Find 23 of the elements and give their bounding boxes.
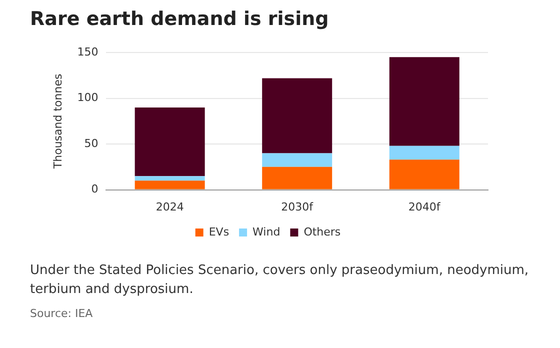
legend-label: Others [304, 225, 341, 238]
y-tick-label: 50 [84, 136, 98, 150]
x-tick-label: 2030f [281, 200, 314, 214]
x-tick-label: 2040f [408, 200, 442, 214]
bar [389, 57, 460, 146]
x-tick-label: 2024 [156, 200, 184, 214]
source-note: Source: IEA [30, 306, 94, 322]
legend-label: Wind [252, 225, 280, 238]
chart-title: Rare earth demand is rising [30, 8, 330, 30]
bar [262, 166, 332, 190]
bar [389, 146, 460, 160]
y-axis-title: Thousand tonnes [51, 74, 64, 170]
bar [134, 107, 205, 176]
bar [262, 78, 332, 154]
text: Under the Stated Policies Scenario, covers only praseodymium, neodymium, terbium and dysprosium. [30, 262, 530, 299]
bar [389, 160, 460, 190]
y-tick-label: 0 [91, 182, 98, 196]
legend-label: EVs [208, 225, 230, 238]
bar [262, 153, 332, 167]
bar [134, 176, 205, 181]
y-tick-label: 150 [77, 45, 98, 58]
y-tick-label: 100 [77, 91, 98, 104]
bar [134, 180, 205, 190]
